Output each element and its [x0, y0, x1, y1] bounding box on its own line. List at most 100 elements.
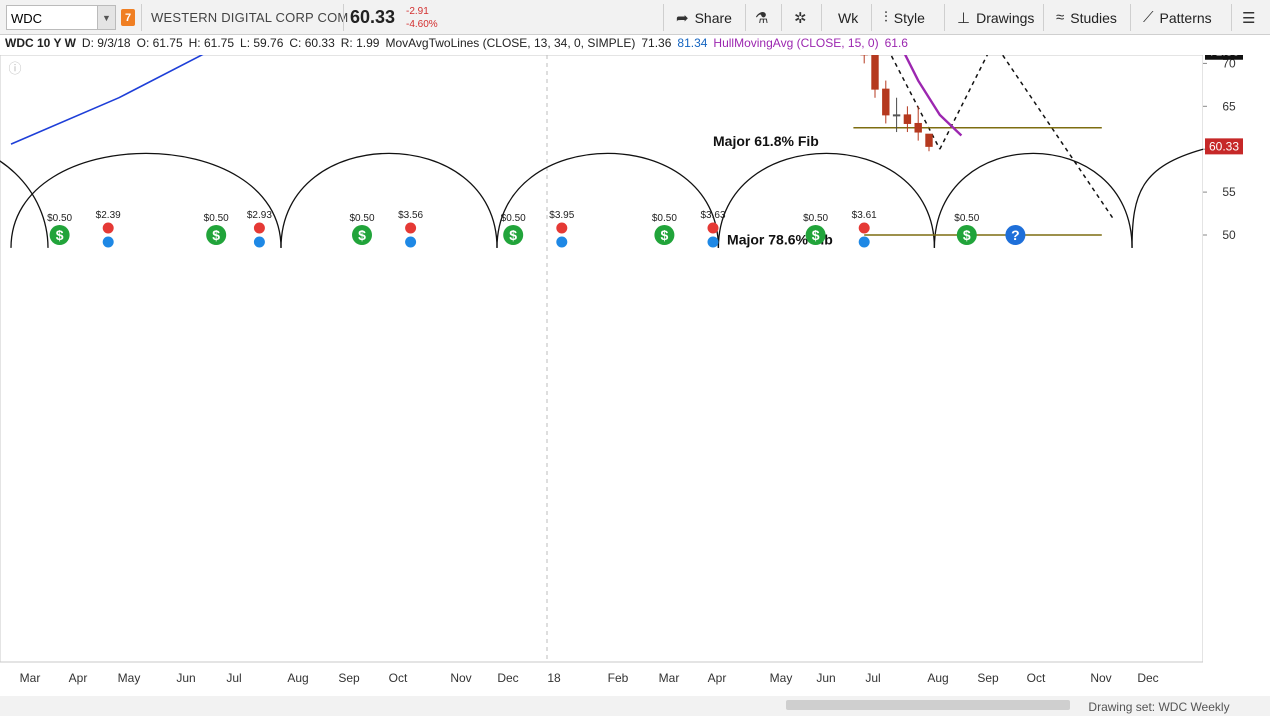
separator	[1231, 4, 1232, 31]
earnings-info-icon[interactable]	[253, 236, 265, 248]
earnings-alert-icon[interactable]	[253, 222, 265, 234]
study-lines	[10, 55, 963, 145]
earnings-info-icon[interactable]	[405, 236, 417, 248]
cycle-arc	[933, 152, 1133, 248]
earnings-alert-icon[interactable]	[556, 222, 568, 234]
price-change: -2.91 -4.60%	[406, 5, 438, 31]
cycle-arc	[496, 152, 720, 248]
time-tick-label: Apr	[708, 671, 727, 685]
change-percent: -4.60%	[406, 19, 438, 30]
dividend-amount: $0.50	[47, 213, 72, 224]
study-hull[interactable]: HullMovingAvg (CLOSE, 15, 0)	[713, 36, 879, 50]
earnings-alert-icon[interactable]	[102, 222, 114, 234]
separator	[944, 4, 945, 31]
settings-button[interactable]: ✲	[794, 0, 813, 35]
help-icon[interactable]	[1005, 225, 1026, 245]
bar-open: O: 61.75	[136, 36, 183, 50]
interval-button[interactable]: Wk	[838, 0, 858, 35]
separator	[663, 4, 664, 31]
earnings-amount: $3.95	[549, 210, 574, 221]
time-tick-label: Jun	[176, 671, 195, 685]
time-tick-label: Mar	[20, 671, 41, 685]
price-axis[interactable]: 5055606570758085909510010511011581.3471.…	[1203, 55, 1270, 716]
alert-badge[interactable]: 7	[121, 9, 135, 26]
chart-grid	[0, 55, 1204, 663]
dividend-amount: $0.50	[501, 213, 526, 224]
drawings-label: Drawings	[976, 9, 1035, 26]
patterns-icon: ⟋	[1143, 9, 1154, 26]
study-info-bar: WDC 10 Y W D: 9/3/18 O: 61.75 H: 61.75 L: 59…	[0, 36, 1204, 55]
horizontal-scrollbar[interactable]	[786, 700, 1070, 710]
dividend-icon-glyph: $	[212, 227, 220, 243]
time-tick-label: May	[770, 671, 793, 685]
dividend-icon[interactable]	[49, 225, 70, 245]
earnings-info-icon[interactable]	[707, 236, 719, 248]
price-tick-label: 50	[1222, 228, 1236, 242]
dividend-icon[interactable]	[956, 225, 977, 245]
candle-body	[914, 122, 922, 133]
gear-icon: ✲	[794, 9, 807, 27]
movavg-fast-value: 71.36	[641, 36, 672, 50]
price-axis-bg	[1203, 55, 1270, 716]
style-button[interactable]: ⫶ Style	[884, 0, 925, 35]
candlesticks	[860, 55, 933, 152]
earnings-amount: $2.93	[247, 210, 272, 221]
dividend-icon-glyph: $	[963, 227, 971, 243]
dividend-icon[interactable]	[805, 225, 826, 245]
time-tick-label: Nov	[450, 671, 471, 685]
price-tick-label: 70	[1222, 56, 1236, 70]
dividend-icon-glyph: $	[56, 227, 64, 243]
earnings-info-icon[interactable]	[556, 236, 568, 248]
earnings-info-icon[interactable]	[858, 236, 870, 248]
time-axis[interactable]: Mar Apr May Jun Jul Aug Sep Oct Nov Dec 18 Feb Mar Ap…	[0, 661, 1203, 685]
time-tick-label: Nov	[1090, 671, 1111, 685]
interval-label: Wk	[838, 9, 859, 26]
dividend-icon-glyph: $	[358, 227, 366, 243]
chart-annotation: Major 61.8% Fib	[713, 133, 819, 149]
movavg-slow-value: 81.34	[677, 36, 708, 50]
time-tick-label: Mar	[659, 671, 680, 685]
footer-bg	[0, 696, 1270, 716]
time-tick-label: Apr	[69, 671, 88, 685]
earnings-info-icon[interactable]	[102, 236, 114, 248]
info-circle-icon[interactable]: ⓘ	[8, 61, 21, 76]
hull-ma-segment	[903, 55, 963, 137]
price-chart[interactable]: Dk CloudCoverEveningStarDiamond100% Fib …	[0, 55, 1270, 716]
earnings-alert-icon[interactable]	[405, 222, 417, 234]
drawing-set-label[interactable]: Drawing set: WDC Weekly	[1088, 700, 1229, 714]
earnings-alert-icon[interactable]	[707, 222, 719, 234]
symbol-dropdown-icon[interactable]: ▼	[97, 6, 115, 29]
dividend-icon[interactable]	[206, 225, 227, 245]
time-tick-label: Oct	[1027, 671, 1046, 685]
bar-close: C: 60.33	[289, 36, 335, 50]
time-tick-label: Oct	[389, 671, 408, 685]
studies-label: Studies	[1070, 9, 1117, 26]
event-markers: $ $0.50 $2.39 $ $0.50 $2.93 $ $0.50 $3.56 $ $0.50 $…	[47, 210, 1026, 248]
flask-button[interactable]: ⚗	[755, 0, 774, 35]
flask-icon: ⚗	[755, 9, 769, 27]
separator	[781, 4, 782, 31]
time-tick-label: 18	[547, 671, 561, 685]
last-price: 60.33	[350, 7, 396, 27]
patterns-button[interactable]: ⟋ Patterns	[1143, 0, 1212, 35]
time-tick-label: Aug	[287, 671, 308, 685]
symbol-box[interactable]: ▼	[6, 5, 116, 30]
cycle-arc	[717, 152, 936, 248]
menu-button[interactable]: ☰	[1242, 0, 1261, 35]
style-label: Style	[893, 9, 925, 26]
symbol-input[interactable]	[11, 9, 91, 27]
candle-body	[925, 133, 933, 147]
drawings-button[interactable]: ⊥ Drawings	[957, 0, 1034, 35]
symbol-period[interactable]: WDC 10 Y W	[5, 36, 76, 50]
earnings-alert-icon[interactable]	[858, 222, 870, 234]
cycle-arc	[280, 152, 498, 248]
dividend-icon[interactable]	[654, 225, 675, 245]
studies-button[interactable]: ≈ Studies	[1056, 0, 1117, 35]
dividend-icon[interactable]	[352, 225, 372, 245]
share-button[interactable]: ➦ Share	[676, 0, 732, 35]
study-movavg[interactable]: MovAvgTwoLines (CLOSE, 13, 34, 0, SIMPLE…	[385, 36, 636, 50]
horizontal-levels	[853, 126, 1102, 236]
separator	[1043, 4, 1044, 31]
help-icon-glyph: ?	[1011, 227, 1020, 243]
dividend-icon[interactable]	[503, 225, 524, 245]
